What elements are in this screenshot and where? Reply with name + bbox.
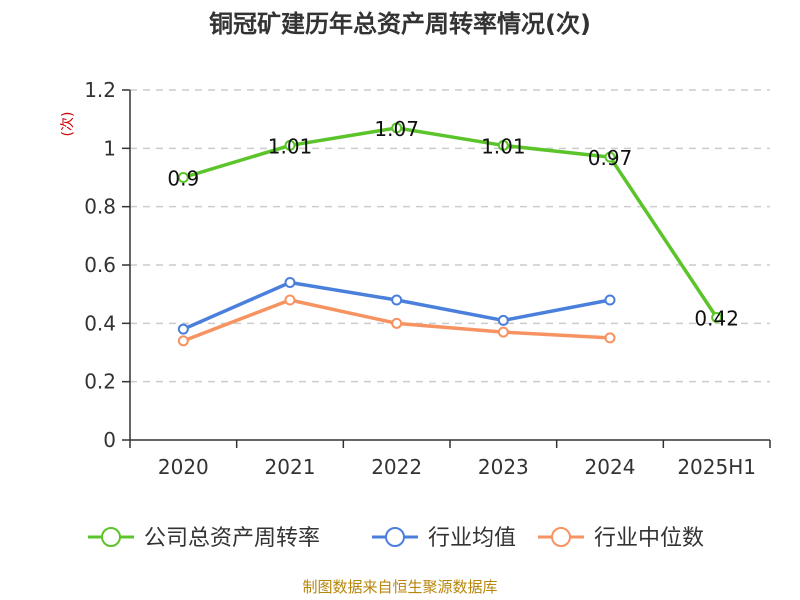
data-point xyxy=(391,294,403,306)
data-label: 1.07 xyxy=(374,117,419,141)
data-label: 1.01 xyxy=(268,134,313,158)
data-label: 1.01 xyxy=(481,134,526,158)
x-tick-label: 2020 xyxy=(158,455,209,479)
data-point xyxy=(177,323,189,335)
series-lines xyxy=(177,122,723,347)
data-point xyxy=(284,139,296,151)
x-tick-label: 2025H1 xyxy=(677,455,756,479)
y-tick-label: 0.4 xyxy=(84,311,116,335)
legend-label: 行业均值 xyxy=(428,526,516,551)
data-point xyxy=(604,151,616,163)
y-tick-label: 1.2 xyxy=(84,78,116,102)
data-point xyxy=(497,314,509,326)
legend: 公司总资产周转率 行业均值 行业中位数 xyxy=(88,526,704,551)
data-labels: 0.9 1.01 1.07 1.01 0.97 0.42 xyxy=(167,117,739,331)
axes xyxy=(122,89,771,448)
data-point xyxy=(604,294,616,306)
data-label: 0.97 xyxy=(588,146,633,170)
chart-title: 铜冠矿建历年总资产周转率情况(次) xyxy=(209,10,591,38)
y-tick-label: 1 xyxy=(103,136,116,160)
data-point xyxy=(391,317,403,329)
y-tick-label: 0.8 xyxy=(84,195,116,219)
data-point xyxy=(177,335,189,347)
grid-lines xyxy=(130,89,770,383)
legend-marker xyxy=(101,527,121,547)
x-tick-label: 2022 xyxy=(371,455,422,479)
data-point xyxy=(391,122,403,134)
data-point xyxy=(711,312,723,323)
data-point xyxy=(284,277,296,288)
data-label: 0.42 xyxy=(694,307,739,331)
data-point xyxy=(604,332,616,344)
legend-label: 公司总资产周转率 xyxy=(144,526,320,551)
data-point xyxy=(284,294,296,306)
data-point xyxy=(497,139,509,151)
legend-label: 行业中位数 xyxy=(594,526,704,551)
x-tick-labels: 2020 2021 2022 2023 2024 2025H1 xyxy=(158,455,756,479)
data-point xyxy=(177,172,189,183)
x-tick-label: 2021 xyxy=(265,455,316,479)
x-tick-label: 2023 xyxy=(478,455,529,479)
legend-marker xyxy=(385,527,405,547)
legend-marker xyxy=(551,527,571,547)
data-point xyxy=(497,326,509,338)
y-axis-unit: (次) xyxy=(60,112,76,137)
y-tick-label: 0.2 xyxy=(84,370,116,394)
y-tick-label: 0.6 xyxy=(84,253,116,277)
x-tick-label: 2024 xyxy=(585,455,636,479)
source-note: 制图数据来自恒生聚源数据库 xyxy=(302,578,497,596)
y-tick-labels: 0 0.2 0.4 0.6 0.8 1 1.2 xyxy=(84,78,116,452)
y-tick-label: 0 xyxy=(103,428,116,452)
data-label: 0.9 xyxy=(167,167,199,191)
series-line xyxy=(182,126,719,319)
